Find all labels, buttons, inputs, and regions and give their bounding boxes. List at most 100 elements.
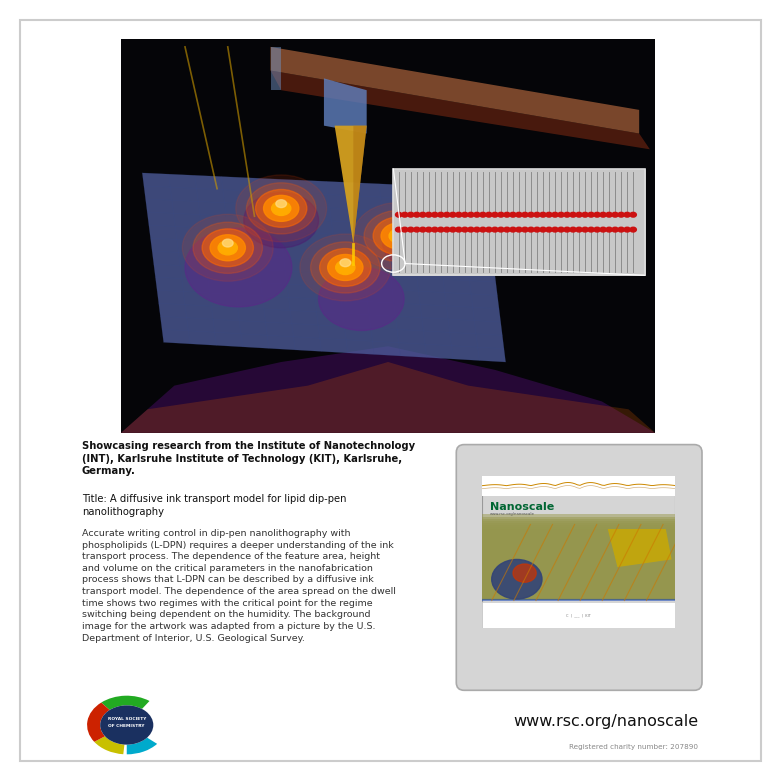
Circle shape — [522, 212, 528, 217]
Bar — [482, 570, 675, 600]
Bar — [482, 530, 675, 599]
Circle shape — [606, 212, 612, 217]
Circle shape — [320, 249, 371, 286]
Polygon shape — [142, 173, 505, 362]
Circle shape — [393, 227, 404, 235]
Bar — [482, 559, 675, 600]
Wedge shape — [94, 736, 125, 754]
Text: C  |  ___  |  KIT: C | ___ | KIT — [566, 613, 591, 617]
Circle shape — [510, 212, 516, 217]
Circle shape — [310, 242, 380, 293]
Circle shape — [540, 227, 546, 232]
Bar — [482, 583, 675, 600]
Wedge shape — [101, 696, 150, 710]
Circle shape — [276, 200, 286, 207]
Circle shape — [582, 212, 588, 217]
Circle shape — [498, 227, 504, 232]
Circle shape — [618, 212, 624, 217]
Circle shape — [389, 229, 409, 243]
Circle shape — [486, 212, 492, 217]
Circle shape — [395, 227, 402, 232]
Circle shape — [528, 227, 534, 232]
Circle shape — [456, 212, 462, 217]
Polygon shape — [608, 529, 672, 567]
Bar — [482, 476, 675, 495]
Circle shape — [222, 239, 233, 247]
Circle shape — [420, 212, 426, 217]
Circle shape — [516, 227, 522, 232]
Circle shape — [480, 212, 486, 217]
Circle shape — [402, 227, 408, 232]
Circle shape — [444, 212, 450, 217]
Bar — [482, 516, 675, 598]
Circle shape — [328, 254, 363, 281]
Bar — [482, 548, 675, 599]
Circle shape — [449, 227, 456, 232]
Circle shape — [473, 227, 480, 232]
Circle shape — [373, 217, 424, 255]
Circle shape — [468, 227, 474, 232]
Circle shape — [438, 227, 444, 232]
Circle shape — [236, 175, 327, 242]
Circle shape — [522, 227, 528, 232]
Circle shape — [183, 215, 273, 282]
Circle shape — [431, 212, 438, 217]
Polygon shape — [121, 362, 655, 433]
Bar — [482, 553, 675, 599]
Bar — [482, 574, 675, 600]
Bar — [482, 579, 675, 600]
Bar — [482, 523, 675, 598]
Circle shape — [510, 227, 516, 232]
Circle shape — [551, 227, 558, 232]
Text: See A. Urtizberea and M. Hirtz: See A. Urtizberea and M. Hirtz — [504, 637, 654, 647]
Bar — [482, 573, 675, 600]
Circle shape — [381, 223, 417, 249]
Bar — [482, 564, 675, 600]
Circle shape — [504, 227, 510, 232]
Bar — [482, 590, 675, 601]
Circle shape — [491, 227, 498, 232]
Bar — [482, 562, 675, 600]
Circle shape — [612, 227, 619, 232]
Text: Title: A diffusive ink transport model for lipid dip-pen
nanolithography: Title: A diffusive ink transport model f… — [82, 494, 346, 516]
Polygon shape — [335, 126, 367, 244]
Circle shape — [335, 261, 355, 275]
Circle shape — [383, 220, 447, 268]
Circle shape — [246, 183, 316, 234]
Circle shape — [420, 227, 426, 232]
Circle shape — [630, 227, 636, 232]
Bar — [482, 594, 675, 601]
Polygon shape — [324, 79, 367, 133]
Bar — [482, 536, 675, 599]
Circle shape — [594, 227, 601, 232]
Bar — [482, 551, 675, 599]
Circle shape — [185, 228, 292, 307]
Text: Nanoscale: Nanoscale — [490, 502, 554, 512]
Circle shape — [193, 222, 263, 273]
Bar — [482, 514, 675, 598]
Circle shape — [264, 195, 299, 222]
Circle shape — [630, 212, 636, 217]
Circle shape — [594, 212, 601, 217]
Circle shape — [618, 227, 624, 232]
Circle shape — [564, 212, 570, 217]
Circle shape — [456, 227, 462, 232]
Bar — [482, 581, 675, 600]
Circle shape — [444, 227, 450, 232]
Circle shape — [364, 211, 434, 261]
Circle shape — [516, 212, 522, 217]
Polygon shape — [271, 47, 282, 90]
Text: www.rsc.org/nanoscale: www.rsc.org/nanoscale — [490, 512, 534, 516]
Text: Registered charity number: 207890: Registered charity number: 207890 — [569, 744, 698, 750]
Circle shape — [513, 564, 536, 582]
Bar — [482, 602, 675, 628]
Polygon shape — [271, 70, 650, 149]
Wedge shape — [126, 738, 157, 754]
Bar — [482, 521, 675, 598]
Circle shape — [353, 203, 444, 269]
Bar — [482, 585, 675, 600]
Circle shape — [498, 212, 504, 217]
Bar — [482, 525, 675, 599]
Bar — [482, 568, 675, 600]
Bar — [482, 587, 675, 601]
